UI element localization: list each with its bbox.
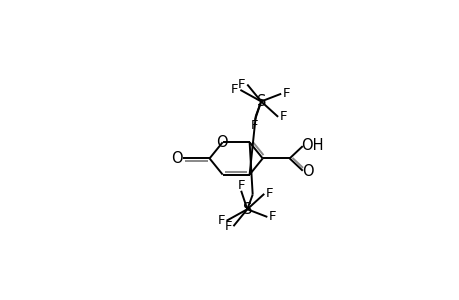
Text: OH: OH <box>301 138 323 153</box>
Text: F: F <box>282 87 290 100</box>
Text: O: O <box>216 135 227 150</box>
Text: S: S <box>257 94 266 109</box>
Text: O: O <box>302 164 313 179</box>
Text: S: S <box>243 202 252 217</box>
Text: F: F <box>224 220 231 233</box>
Text: F: F <box>231 83 238 96</box>
Text: F: F <box>265 187 273 200</box>
Text: F: F <box>238 78 245 91</box>
Text: F: F <box>251 119 258 132</box>
Text: F: F <box>269 211 276 224</box>
Text: O: O <box>171 151 183 166</box>
Text: F: F <box>237 179 244 192</box>
Text: F: F <box>217 214 224 227</box>
Text: F: F <box>279 110 286 123</box>
